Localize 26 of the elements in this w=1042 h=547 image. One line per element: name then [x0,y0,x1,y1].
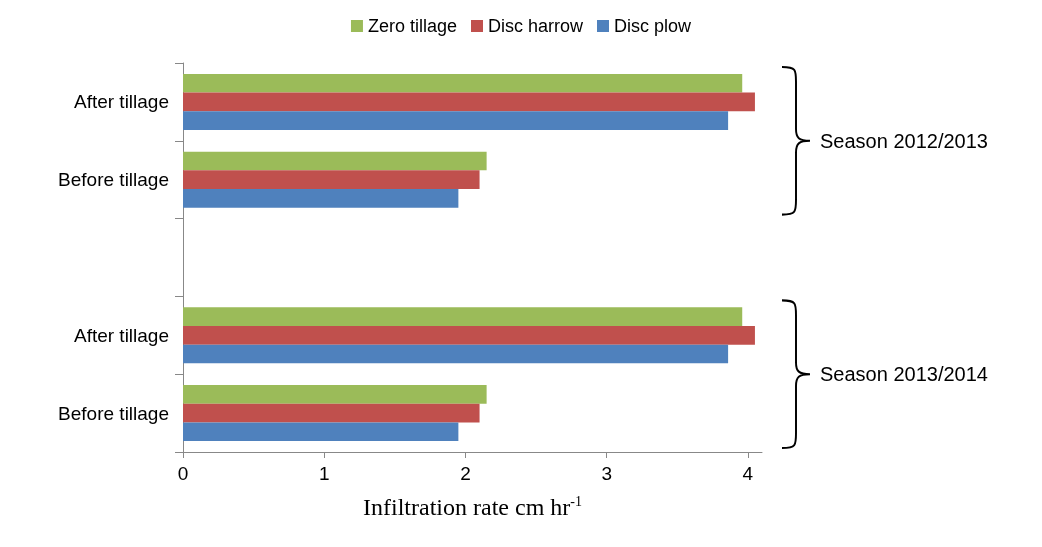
bar [183,422,459,442]
legend-label: Disc plow [614,16,693,36]
y-tick-label: After tillage [73,91,169,113]
bar [183,73,743,93]
bar [183,92,755,112]
x-tick-label: 4 [742,463,754,484]
x-tick-label: 3 [601,463,612,484]
bar [183,111,729,130]
text: Season 2013/2014 [820,363,988,386]
x-tick-label: 2 [460,463,471,484]
bar [183,151,487,171]
y-tick-label: Before tillage [58,402,169,424]
y-tick-label: After tillage [73,324,169,346]
bar [183,325,755,345]
text: Season 2012/2013 [820,129,988,152]
y-tick-label: Before tillage [58,169,169,191]
x-tick-label: 1 [318,463,330,484]
bar [183,170,480,190]
x-tick-label: 0 [177,463,189,484]
bar [183,403,480,423]
legend-label: Disc harrow [488,16,585,36]
legend-label: Zero tillage [367,16,458,36]
bar [183,189,459,208]
bar [183,385,487,404]
bar [183,344,729,364]
bar [183,307,743,326]
